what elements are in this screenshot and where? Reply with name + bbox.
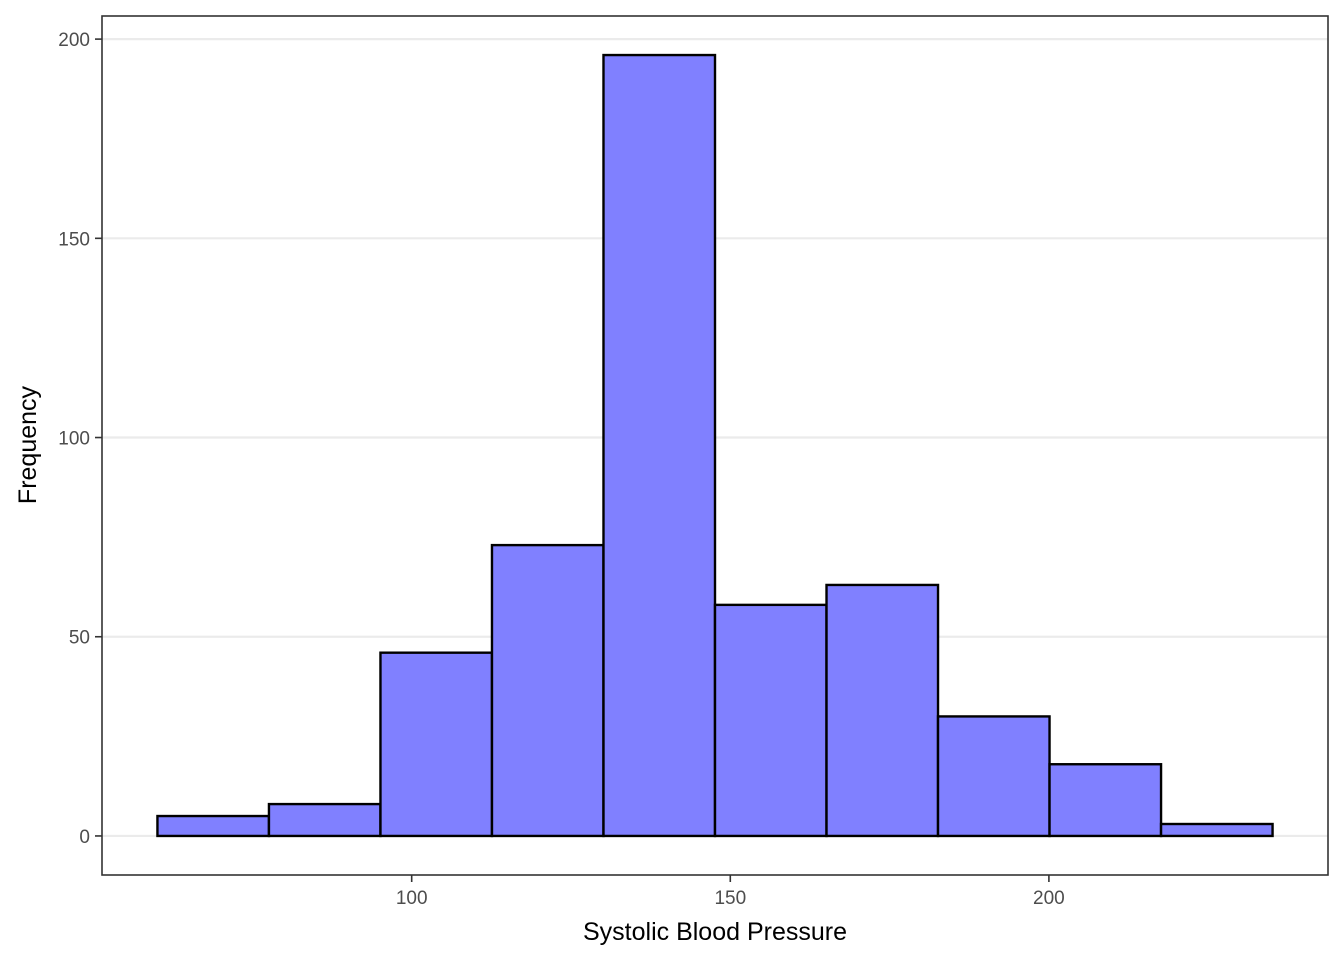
y-tick-label-150: 150: [58, 229, 90, 250]
x-tick-label-100: 100: [396, 888, 428, 909]
histogram-bar-3: [379, 651, 494, 838]
x-tick-label-200: 200: [1033, 888, 1065, 909]
y-axis: 0 50 100 150 200: [58, 30, 102, 848]
histogram-bar-6: [713, 603, 828, 838]
y-tick-label-100: 100: [58, 429, 90, 450]
y-tick-label-0: 0: [79, 827, 90, 848]
histogram-bar-2: [267, 802, 382, 838]
histogram-bar-8: [936, 715, 1051, 838]
y-axis-title: Frequency: [14, 385, 42, 504]
histogram-bar-5: [602, 53, 717, 838]
histogram-bar-4: [490, 543, 605, 838]
y-tick-label-50: 50: [69, 628, 90, 649]
histogram-bars: [156, 53, 1274, 838]
y-tick-label-200: 200: [58, 30, 90, 51]
x-axis-title: Systolic Blood Pressure: [583, 918, 847, 946]
panel-border: [101, 15, 1329, 876]
histogram-bar-9: [1048, 763, 1163, 838]
histogram-bar-1: [156, 814, 271, 838]
histogram-bar-7: [825, 583, 940, 838]
x-axis: 100 150 200: [396, 875, 1065, 909]
x-tick-label-150: 150: [714, 888, 746, 909]
histogram-bar-10: [1159, 822, 1274, 838]
